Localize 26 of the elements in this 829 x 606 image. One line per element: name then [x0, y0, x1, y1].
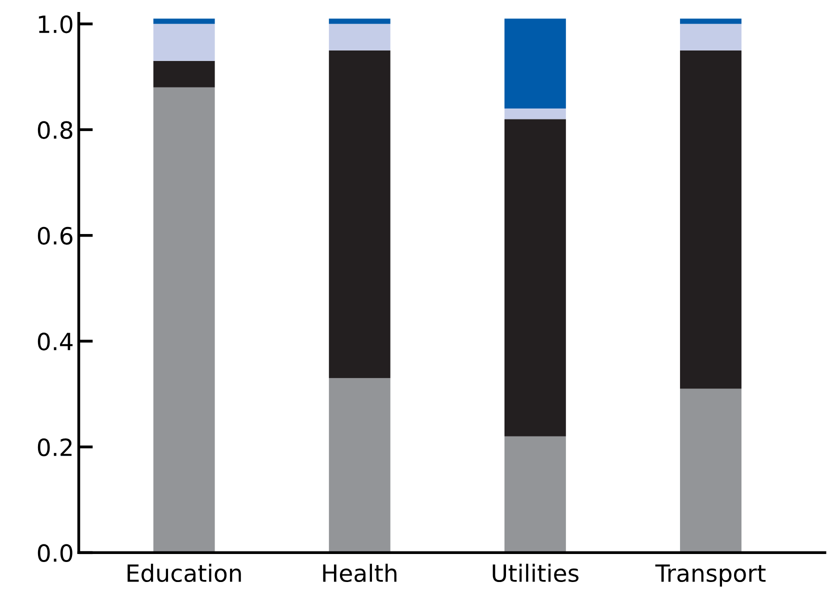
bar	[504, 18, 566, 109]
bar	[504, 119, 566, 436]
y-tick-label: 0.4	[38, 332, 73, 350]
bar	[680, 388, 742, 553]
y-tick-label: 0.6	[38, 226, 72, 245]
bar	[328, 50, 390, 378]
bar	[504, 108, 566, 120]
x-tick-label: Education	[128, 564, 241, 582]
bar	[680, 18, 742, 24]
bar	[153, 18, 215, 24]
y-tick-label: 1.0	[38, 15, 72, 34]
bar	[153, 24, 215, 61]
bar	[153, 87, 215, 553]
bar	[153, 60, 215, 88]
x-tick-label: Transport	[655, 564, 766, 587]
bar	[680, 24, 742, 50]
bar	[504, 436, 566, 553]
x-tick-label: Health	[323, 564, 396, 582]
bar	[680, 50, 742, 389]
y-tick-label: 0.2	[38, 438, 72, 456]
y-tick-label: 0.0	[38, 544, 72, 562]
y-tick-label: 0.8	[38, 121, 72, 139]
bar	[328, 18, 390, 24]
x-tick-label: Utilities	[492, 564, 578, 582]
bar	[328, 378, 390, 553]
bar	[328, 24, 390, 50]
